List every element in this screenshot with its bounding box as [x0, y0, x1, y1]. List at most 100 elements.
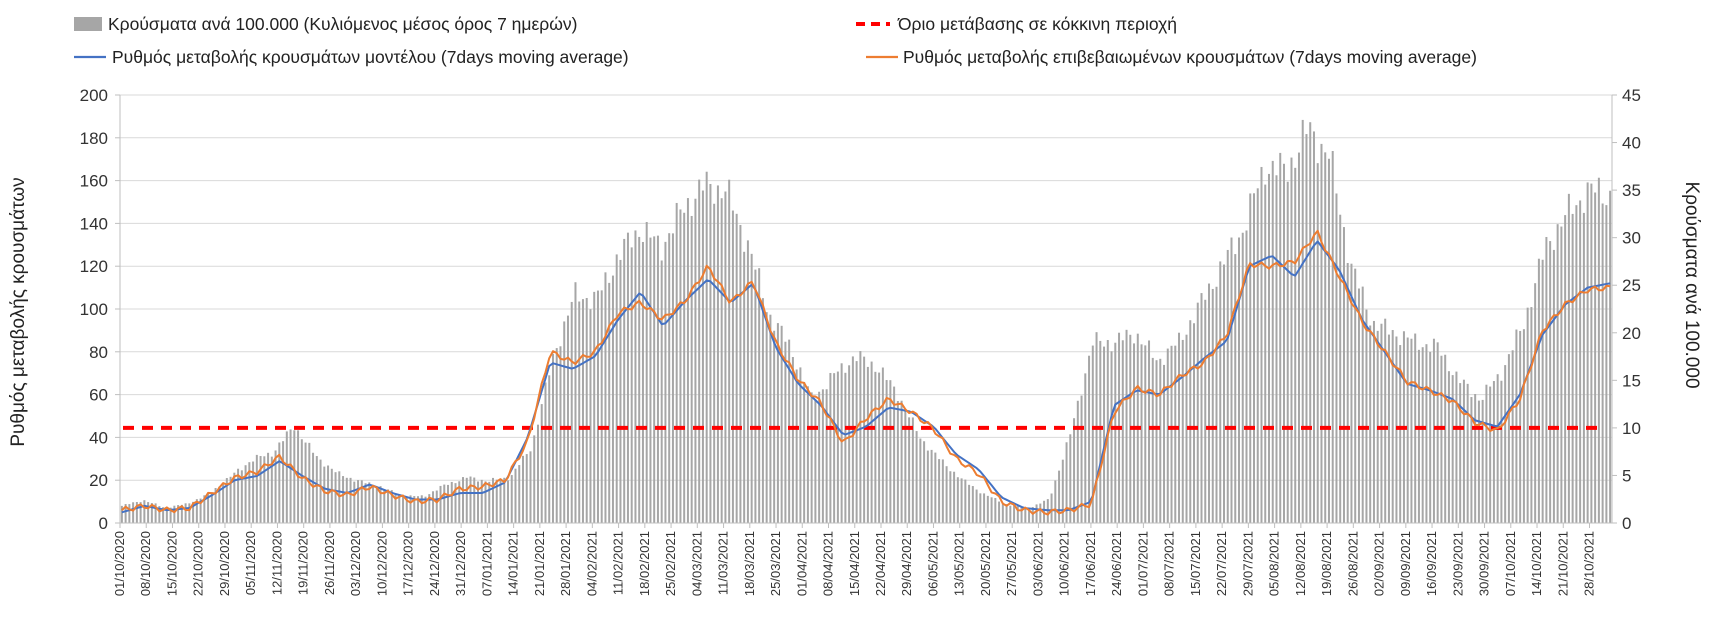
bar-cases [1575, 205, 1578, 524]
bar-cases [923, 441, 926, 523]
bar-cases [1009, 505, 1012, 523]
x-tick-label: 15/07/2021 [1188, 531, 1203, 596]
bar-cases [870, 361, 873, 523]
bar-cases [1432, 338, 1435, 523]
bar-cases [1264, 184, 1267, 523]
x-tick-label: 23/09/2021 [1450, 531, 1465, 596]
bar-cases [1417, 349, 1420, 523]
bar-cases [855, 361, 858, 523]
bar-cases [1372, 320, 1375, 523]
bar-cases [1320, 143, 1323, 523]
bar-cases [1155, 360, 1158, 523]
bar-cases [447, 484, 450, 523]
bar-cases [1384, 318, 1387, 523]
bar-cases [222, 484, 225, 523]
bar-cases [821, 389, 824, 523]
line-confirmed-growth [121, 229, 1611, 516]
bar-cases [1076, 400, 1079, 523]
bar-cases [139, 502, 142, 523]
bar-cases [1541, 259, 1544, 523]
bar-cases [1444, 354, 1447, 523]
bar-cases [1133, 343, 1136, 523]
x-tick-label: 24/06/2021 [1109, 531, 1124, 596]
bar-cases [551, 353, 554, 523]
bar-cases [330, 468, 333, 523]
bar-cases [342, 476, 345, 523]
bar-cases [1522, 329, 1525, 523]
bar-cases [1031, 507, 1034, 523]
bar-cases [1193, 323, 1196, 523]
bar-cases [1530, 307, 1533, 523]
bar-cases [458, 481, 461, 523]
bar-cases [1511, 350, 1514, 523]
bar-cases [1219, 261, 1222, 523]
bar-cases [1260, 166, 1263, 524]
bar-cases [863, 356, 866, 523]
bar-cases [848, 365, 851, 523]
bar-cases [975, 489, 978, 523]
bar-cases [649, 237, 652, 523]
bar-cases [439, 485, 442, 523]
bar-cases [660, 260, 663, 523]
bar-cases [1455, 371, 1458, 523]
x-tick-label: 02/09/2021 [1372, 531, 1387, 596]
bar-cases [402, 496, 405, 523]
bar-cases [814, 400, 817, 523]
bar-cases [619, 259, 622, 523]
bar-cases [372, 485, 375, 523]
bar-cases [323, 466, 326, 523]
x-tick-label: 15/04/2021 [847, 531, 862, 596]
bar-cases [1163, 364, 1166, 523]
x-axis-ticks: 01/10/2020 08/10/2020 15/10/2020 22/10/2020… [112, 523, 1597, 596]
x-tick-label: 19/08/2021 [1319, 531, 1334, 596]
bar-cases [934, 452, 937, 523]
bar-cases [409, 495, 412, 523]
bar-cases [1249, 193, 1252, 523]
bar-cases [866, 366, 869, 523]
legend-confirmed-label: Ρυθμός μεταβολής επιβεβαιωμένων κρουσμάτ… [903, 47, 1477, 67]
bar-cases [1346, 262, 1349, 523]
bar-cases [173, 505, 176, 523]
bar-cases [248, 462, 251, 523]
bar-cases [454, 483, 457, 523]
bar-cases [345, 477, 348, 523]
bar-cases [188, 503, 191, 523]
bar-cases [709, 183, 712, 523]
bar-cases [469, 476, 472, 523]
bar-cases [450, 481, 453, 523]
bar-cases [1215, 286, 1218, 523]
bar-cases [424, 496, 427, 523]
bar-cases [799, 367, 802, 523]
bar-cases [495, 479, 498, 523]
y-left-tick-label: 100 [80, 300, 108, 319]
bar-cases [698, 179, 701, 523]
bar-cases [1208, 283, 1211, 523]
y-right-tick-label: 25 [1622, 276, 1641, 295]
legend: Κρούσματα ανά 100.000 (Κυλιόμενος μέσος … [74, 14, 1477, 67]
bar-cases [274, 450, 277, 523]
bar-cases [878, 372, 881, 523]
x-tick-label: 03/06/2021 [1030, 531, 1045, 596]
bar-cases [210, 492, 213, 523]
bar-cases [1380, 323, 1383, 523]
bar-cases [353, 481, 356, 523]
bar-cases [1504, 365, 1507, 523]
bar-cases [1035, 504, 1038, 523]
bar-cases [593, 291, 596, 523]
y-left-tick-label: 60 [89, 386, 108, 405]
x-tick-label: 08/10/2020 [138, 531, 153, 596]
bar-cases [360, 480, 363, 523]
x-tick-label: 12/08/2021 [1293, 531, 1308, 596]
bar-cases [1290, 157, 1293, 523]
bar-cases [334, 472, 337, 523]
bar-cases [743, 251, 746, 523]
bar-cases [1144, 345, 1147, 523]
bar-cases [881, 367, 884, 523]
x-tick-label: 17/12/2020 [401, 531, 416, 596]
bar-cases [1091, 345, 1094, 523]
bar-cases [1286, 181, 1289, 523]
bar-cases [1391, 330, 1394, 523]
bar-cases [1294, 167, 1297, 523]
bar-cases [600, 290, 603, 523]
bar-cases [1114, 342, 1117, 523]
